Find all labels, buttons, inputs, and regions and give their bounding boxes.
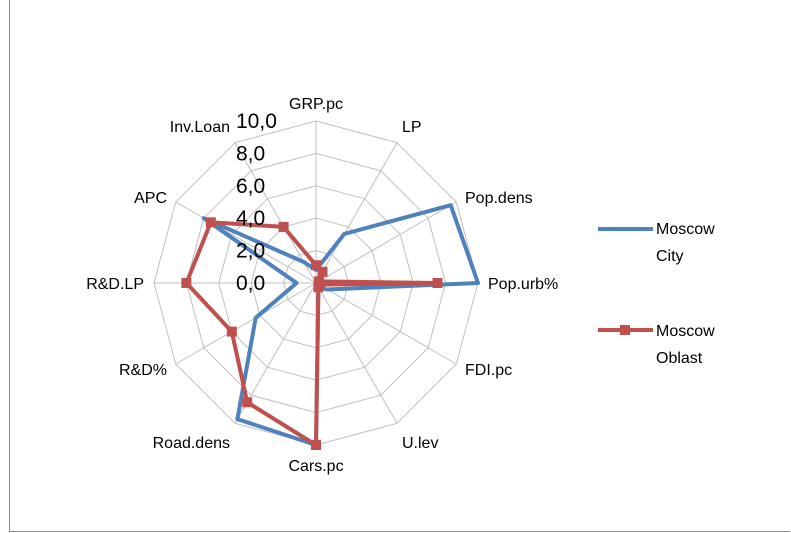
tick-label-2: 4,0 <box>236 207 265 230</box>
axis-label-grp-pc: GRP.pc <box>289 96 343 113</box>
chart-frame <box>9 0 790 532</box>
point-moscow-oblast-lp <box>317 266 328 277</box>
axis-label-pop-dens: Pop.dens <box>465 190 533 207</box>
radar-tick-labels: 0,0 2,0 4,0 6,0 8,0 10,0 <box>236 110 277 295</box>
point-moscow-oblast-inv-loan <box>278 221 289 232</box>
legend-label-moscow-city-line2: City <box>656 248 684 265</box>
axis-label-inv-loan: Inv.Loan <box>170 119 230 136</box>
point-moscow-oblast-cars-pc <box>311 440 321 450</box>
tick-label-1: 2,0 <box>236 240 265 263</box>
axis-label-cars-pc: Cars.pc <box>288 458 343 475</box>
legend-label-moscow-oblast-line1: Moscow <box>656 323 715 340</box>
axis-label-fdi-pc: FDI.pc <box>465 362 512 379</box>
grid-spoke-apc <box>175 201 317 284</box>
grid-spoke-u-lev <box>315 282 398 424</box>
axis-label-road-dens: Road.dens <box>153 435 230 452</box>
legend-item-moscow-city: Moscow City <box>598 221 715 265</box>
axis-label-apc: APC <box>134 190 167 207</box>
point-moscow-oblast-randd-lp <box>181 278 192 288</box>
tick-label-3: 6,0 <box>236 175 265 198</box>
legend-item-moscow-oblast: Moscow Oblast <box>598 323 715 367</box>
axis-label-randd-lp: R&D.LP <box>86 276 144 293</box>
point-moscow-oblast-pop-urb-pct <box>432 278 443 288</box>
point-moscow-oblast-u-lev <box>313 282 324 293</box>
point-moscow-oblast-grp-pc <box>311 260 321 271</box>
radar-axis-labels: GRP.pc LP Pop.dens Pop.urb% FDI.pc U.lev Cars.… <box>86 96 558 475</box>
tick-label-4: 8,0 <box>236 142 265 165</box>
tick-label-5: 10,0 <box>236 110 277 133</box>
axis-label-u-lev: U.lev <box>402 435 438 452</box>
tick-label-0: 0,0 <box>236 272 265 295</box>
legend-marker-moscow-oblast <box>620 325 630 335</box>
grid-spoke-pop-dens <box>315 201 457 284</box>
legend-label-moscow-city-line1: Moscow <box>656 221 715 238</box>
grid-spoke-randd-pct <box>175 282 317 365</box>
point-moscow-oblast-apc <box>205 217 216 228</box>
grid-spoke-lp <box>315 142 398 284</box>
point-moscow-oblast-randd-pct <box>226 326 237 337</box>
legend-label-moscow-oblast-line2: Oblast <box>656 350 703 367</box>
grid-spoke-fdi-pc <box>315 282 457 365</box>
axis-label-lp: LP <box>402 119 422 136</box>
axis-label-randd-pct: R&D% <box>119 362 167 379</box>
chart-legend: Moscow City Moscow Oblast <box>598 221 715 367</box>
point-moscow-oblast-road-dens <box>242 397 253 408</box>
axis-label-pop-urb-pct: Pop.urb% <box>488 276 558 293</box>
radar-series <box>181 203 480 450</box>
